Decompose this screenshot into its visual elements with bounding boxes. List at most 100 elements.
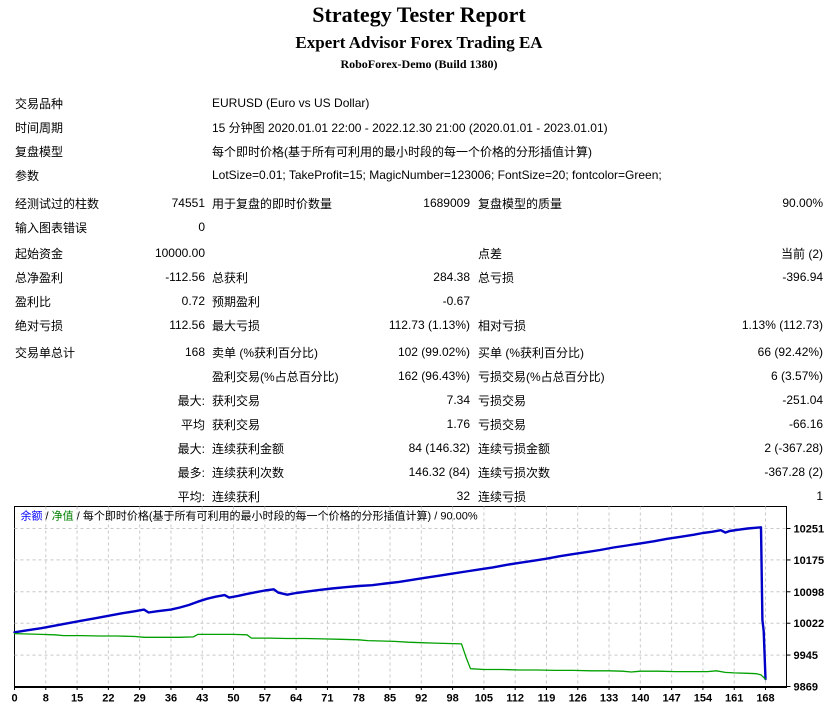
x-axis-label: 64	[290, 693, 303, 705]
report-label: 总获利	[212, 270, 249, 285]
report-value: 1.76	[446, 417, 470, 431]
report-label: 连续亏损	[478, 489, 527, 504]
report-label	[15, 436, 110, 460]
y-axis-label: 10022	[794, 618, 825, 630]
report-table-body: 交易品种 EURUSD (Euro vs US Dollar) 时间周期 15 分钟图…	[15, 91, 823, 508]
report-label	[15, 364, 110, 388]
report-label: 亏损交易	[478, 417, 527, 432]
report-value: 0.72	[181, 294, 205, 308]
report-row: 复盘模型 每个即时价格(基于所有可利用的最小时段的每一个价格的分形插值计算)	[15, 139, 823, 163]
report-value: -66.16	[789, 417, 824, 431]
report-value: 90.00%	[782, 196, 824, 210]
x-axis-label: 29	[134, 693, 146, 705]
report-value: 1	[816, 489, 824, 503]
report-value: 最大:	[177, 441, 205, 456]
x-axis-label: 50	[227, 693, 239, 705]
report-row: 绝对亏损 112.56 最大亏损 112.73 (1.13%) 相对亏损 1.13% (1…	[15, 313, 823, 337]
report-row: 输入图表错误 0	[15, 215, 823, 239]
report-label: 亏损交易(%占总百分比)	[478, 369, 605, 384]
y-axis-label: 10251	[794, 524, 825, 536]
x-axis-label: 154	[694, 693, 713, 705]
report-value	[110, 115, 205, 139]
report-value: 112.73 (1.13%)	[388, 318, 470, 332]
report-row: 平均: 连续获利 32 连续亏损 1	[15, 484, 823, 508]
legend-part: 净值	[52, 509, 74, 523]
report-value: 162 (96.43%)	[397, 369, 470, 383]
report-row: 起始资金 10000.00 点差 当前 (2)	[15, 241, 823, 265]
report-value	[110, 139, 205, 163]
report-label: 点差	[478, 246, 503, 261]
report-value: 平均:	[177, 489, 205, 504]
report-value	[658, 215, 823, 239]
report-value	[382, 215, 470, 239]
report-value: 2 (-367.28)	[764, 441, 824, 455]
report-label	[15, 460, 110, 484]
report-label: 预期盈利	[212, 294, 261, 309]
report-value: 32	[456, 489, 470, 503]
report-value	[110, 163, 205, 187]
report-value: -112.56	[165, 270, 205, 284]
y-axis-label: 9869	[794, 682, 818, 694]
report-value: 平均	[180, 417, 205, 432]
report-label: 连续获利	[212, 489, 261, 504]
legend-part: 余额	[21, 509, 43, 523]
report-row: 平均 获利交易 1.76 亏损交易 -66.16	[15, 412, 823, 436]
x-axis-label: 71	[321, 693, 333, 705]
report-value: 最多:	[177, 465, 205, 480]
report-label: 连续亏损次数	[478, 465, 551, 480]
report-label: 15 分钟图 2020.01.01 22:00 - 2022.12.30 21:…	[212, 120, 608, 135]
report-label: 最大亏损	[212, 318, 261, 333]
equity-line	[13, 632, 767, 680]
report-label: 获利交易	[212, 417, 261, 432]
y-axis-label: 9945	[794, 650, 818, 662]
report-label: 起始资金	[15, 246, 64, 261]
report-label: LotSize=0.01; TakeProfit=15; MagicNumber…	[212, 168, 662, 182]
report-value: 1689009	[423, 196, 470, 210]
report-label: 总净盈利	[15, 270, 64, 285]
report-row: 总净盈利 -112.56 总获利 284.38 总亏损 -396.94	[15, 265, 823, 289]
report-label: 时间周期	[15, 120, 64, 135]
x-axis-label: 161	[725, 693, 743, 705]
x-axis-label: 8	[43, 693, 49, 705]
report-header: Strategy Tester Report Expert Advisor Fo…	[0, 2, 838, 72]
x-axis-label: 92	[415, 693, 427, 705]
x-axis-label: 0	[11, 693, 17, 705]
report-value: 102 (99.02%)	[397, 345, 470, 359]
equity-chart-svg: 0 8 15 22 29 36 43 50 57 64 71 78 85 92 98 105 112 119 126…	[11, 506, 825, 705]
report-row: 参数 LotSize=0.01; TakeProfit=15; MagicNumb…	[15, 163, 823, 187]
report-row: 交易品种 EURUSD (Euro vs US Dollar)	[15, 91, 823, 115]
report-value: 66 (92.42%)	[757, 345, 824, 359]
report-label	[205, 241, 382, 265]
report-value: 146.32 (84)	[408, 465, 470, 479]
equity-chart: 0 8 15 22 29 36 43 50 57 64 71 78 85 92 98 105 112 119 126…	[0, 505, 838, 707]
report-label: 卖单 (%获利百分比)	[212, 345, 318, 360]
report-label	[470, 289, 658, 313]
report-value: 84 (146.32)	[408, 441, 470, 455]
x-axis-label: 105	[475, 693, 493, 705]
x-axis-label: 57	[259, 693, 271, 705]
report-value: 最大:	[177, 393, 205, 408]
report-label: 连续亏损金额	[478, 441, 551, 456]
report-value	[110, 364, 205, 388]
x-axis-label: 36	[165, 693, 177, 705]
report-row: 最大: 连续获利金额 84 (146.32) 连续亏损金额 2 (-367.28)	[15, 436, 823, 460]
plot-border	[14, 506, 787, 687]
report-value: -0.67	[442, 294, 470, 308]
expert-advisor-name: Expert Advisor Forex Trading EA	[295, 33, 543, 52]
report-table: 交易品种 EURUSD (Euro vs US Dollar) 时间周期 15 分钟图…	[15, 91, 823, 508]
report-label: 买单 (%获利百分比)	[478, 345, 584, 360]
x-axis-label: 126	[569, 693, 587, 705]
report-value: 74551	[171, 196, 205, 210]
report-value	[382, 241, 470, 265]
report-label: 相对亏损	[478, 318, 527, 333]
report-value: -367.28 (2)	[764, 465, 824, 479]
report-value: 112.56	[169, 318, 205, 332]
x-axis-label: 168	[756, 693, 774, 705]
report-label: 总亏损	[478, 270, 515, 285]
report-row: 时间周期 15 分钟图 2020.01.01 22:00 - 2022.12.30…	[15, 115, 823, 139]
report-value: 7.34	[446, 393, 470, 407]
report-label	[205, 215, 382, 239]
report-row: 经测试过的柱数 74551 用于复盘的即时价数量 1689009 复盘模型的质量 90.0…	[15, 191, 823, 215]
report-label: 获利交易	[212, 393, 261, 408]
